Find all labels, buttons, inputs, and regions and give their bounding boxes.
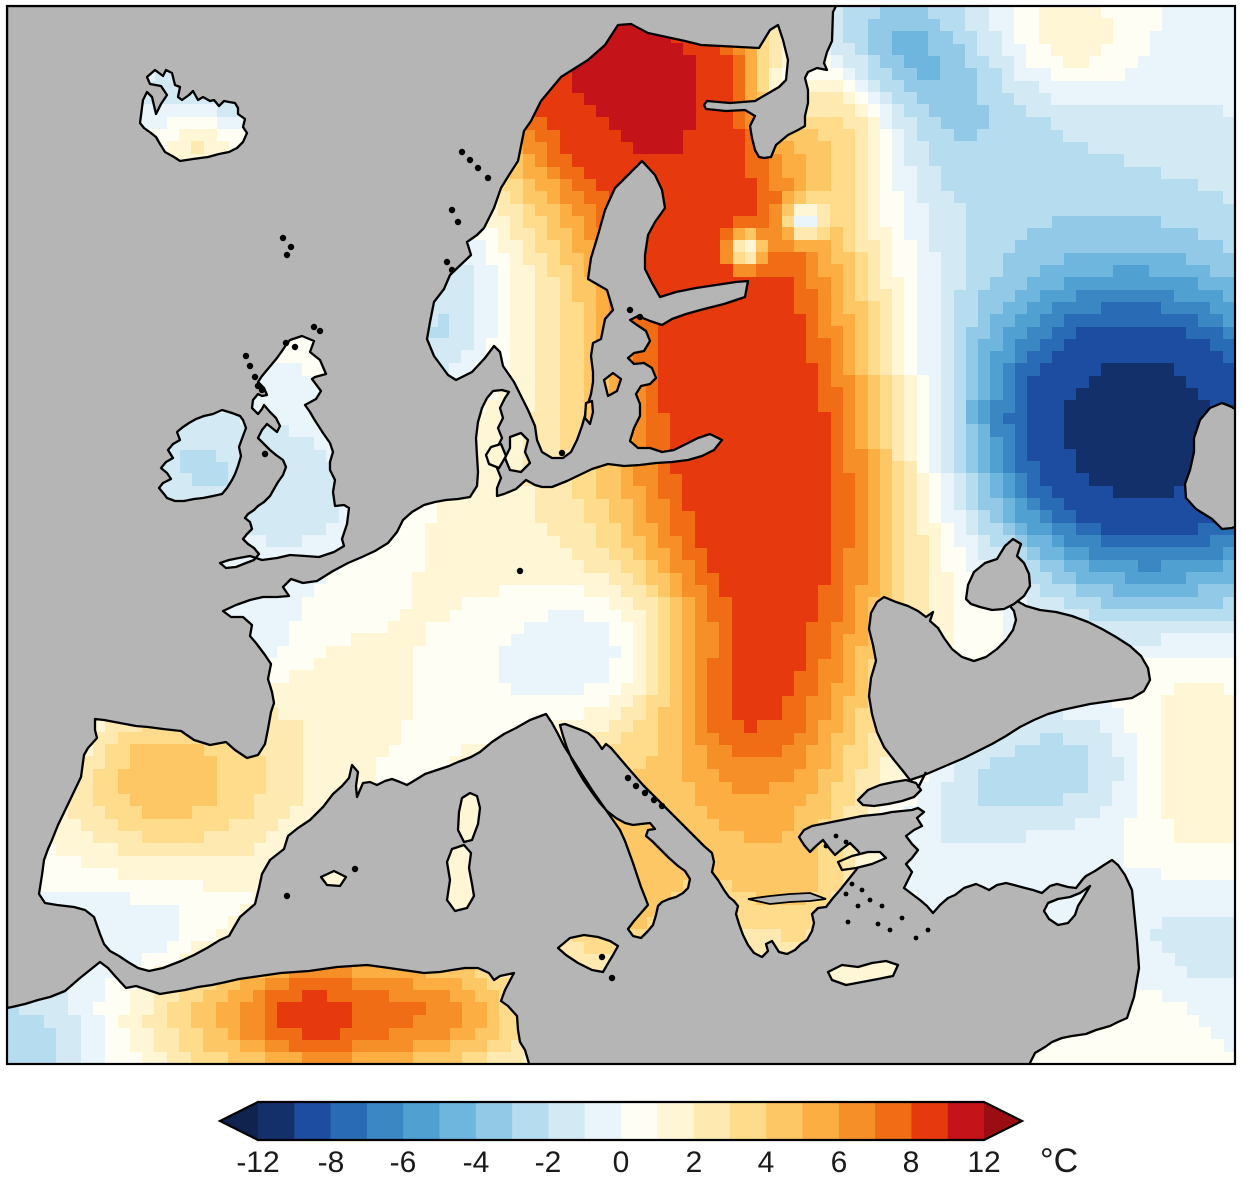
svg-text:12: 12 <box>967 1146 1000 1179</box>
svg-text:-4: -4 <box>463 1146 490 1179</box>
svg-text:-8: -8 <box>318 1146 345 1179</box>
svg-text:2: 2 <box>686 1146 703 1179</box>
svg-text:-2: -2 <box>535 1146 562 1179</box>
svg-text:4: 4 <box>758 1146 775 1179</box>
svg-text:°C: °C <box>1040 1142 1078 1180</box>
svg-text:8: 8 <box>903 1146 920 1179</box>
svg-text:-6: -6 <box>390 1146 417 1179</box>
svg-text:6: 6 <box>831 1146 848 1179</box>
svg-text:-12: -12 <box>236 1146 279 1179</box>
svg-text:0: 0 <box>613 1146 630 1179</box>
